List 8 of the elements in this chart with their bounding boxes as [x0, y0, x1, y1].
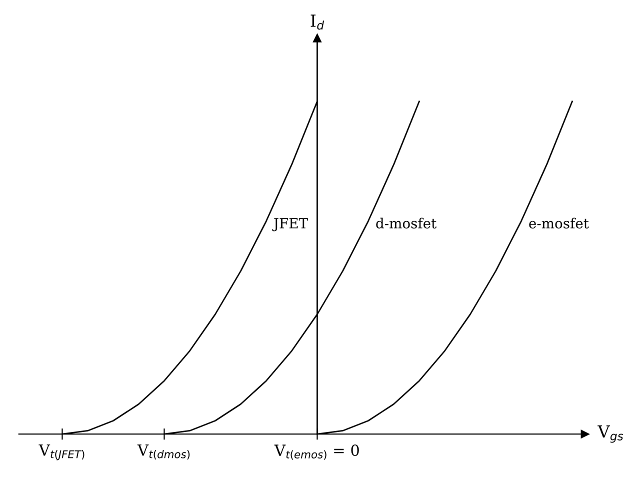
series-label: e-mosfet [529, 218, 589, 228]
series-label: JFET [272, 218, 308, 232]
x-tick-label: V$_{t(JFET)}$ [38, 444, 84, 460]
y-axis-title: I$_{d}$ [310, 14, 324, 30]
series-label: d-mosfet [376, 218, 437, 228]
x-tick-label: V$_{t(emos)}$ = 0 [274, 444, 359, 460]
x-tick-label: V$_{t(dmos)}$ [137, 444, 190, 460]
x-axis-title: V$_{gs}$ [598, 425, 624, 443]
